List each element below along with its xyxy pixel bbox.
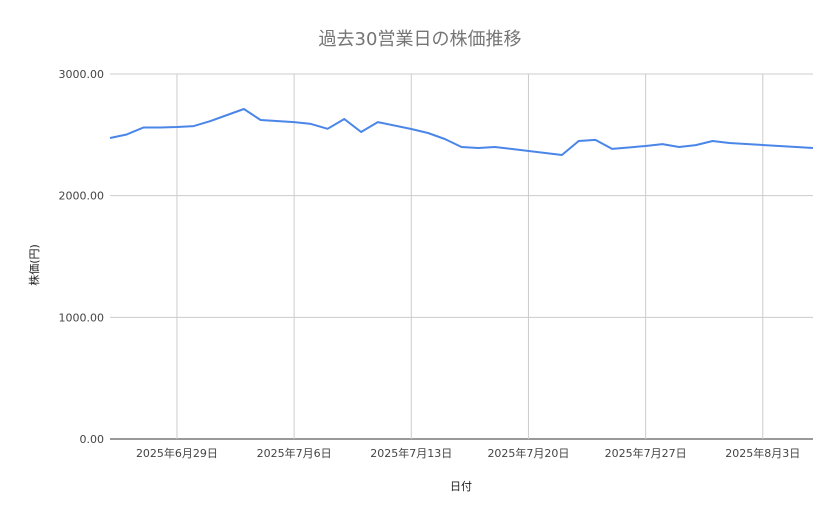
y-axis-label: 株価(円) xyxy=(27,244,41,286)
x-tick-label: 2025年7月6日 xyxy=(257,446,332,460)
y-tick-label: 1000.00 xyxy=(59,311,105,324)
series-line xyxy=(109,108,814,156)
x-tick-label: 2025年7月13日 xyxy=(370,446,452,460)
y-tick-label: 2000.00 xyxy=(59,190,105,203)
x-tick-label: 2025年7月20日 xyxy=(487,446,569,460)
y-tick-label: 3000.00 xyxy=(59,68,105,81)
x-tick-label: 2025年6月29日 xyxy=(136,446,218,460)
y-tick-label: 0.00 xyxy=(80,433,105,446)
x-tick-label: 2025年7月27日 xyxy=(605,446,687,460)
x-axis-label: 日付 xyxy=(450,480,472,493)
x-tick-label: 2025年8月3日 xyxy=(725,446,800,460)
chart-title: 過去30営業日の株価推移 xyxy=(319,29,522,50)
